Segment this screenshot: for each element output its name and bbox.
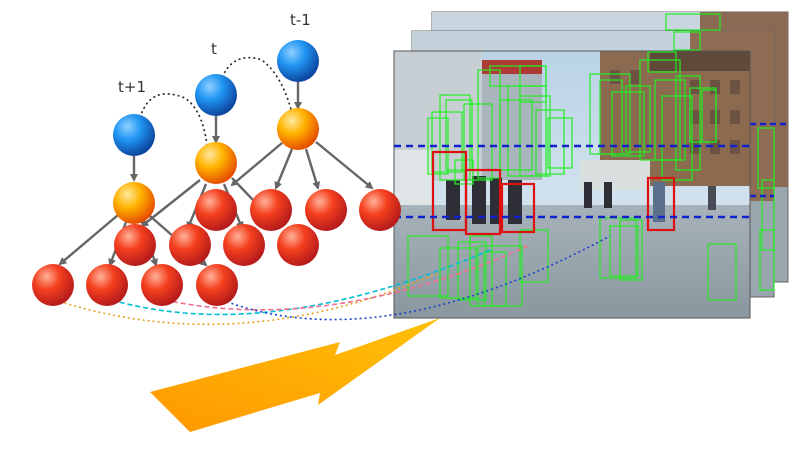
time-label-current: t xyxy=(211,40,217,58)
leaf-node xyxy=(305,189,347,231)
orange-direction-arrow xyxy=(150,318,440,432)
leaf-node xyxy=(195,189,237,231)
leaf-node xyxy=(86,264,128,306)
leaf-node xyxy=(141,264,183,306)
middle-node-t-minus-1 xyxy=(277,108,319,150)
selected-detection-boxes xyxy=(431,150,676,236)
middle-node-t xyxy=(195,142,237,184)
temporal-links xyxy=(139,56,295,156)
candidate-detection-boxes xyxy=(407,51,737,307)
leaf-node xyxy=(196,264,238,306)
middle-node-t-plus-1 xyxy=(113,182,155,224)
time-label-next: t+1 xyxy=(118,78,146,96)
leaf-node xyxy=(250,189,292,231)
time-label-prev: t-1 xyxy=(290,11,311,29)
correspondence-curves xyxy=(54,235,611,326)
top-node-t-minus-1 xyxy=(277,40,319,82)
leaf-node xyxy=(169,224,211,266)
leaf-nodes-t-plus-1 xyxy=(32,264,238,306)
leaf-node xyxy=(114,224,156,266)
top-node-t xyxy=(195,74,237,116)
leaf-node xyxy=(277,224,319,266)
leaf-node xyxy=(32,264,74,306)
leaf-nodes-t xyxy=(114,224,319,266)
scene-frame-front xyxy=(393,50,751,319)
leaf-nodes-t-minus-1 xyxy=(195,189,401,231)
leaf-node xyxy=(223,224,265,266)
leaf-node xyxy=(359,189,401,231)
top-node-t-plus-1 xyxy=(113,114,155,156)
